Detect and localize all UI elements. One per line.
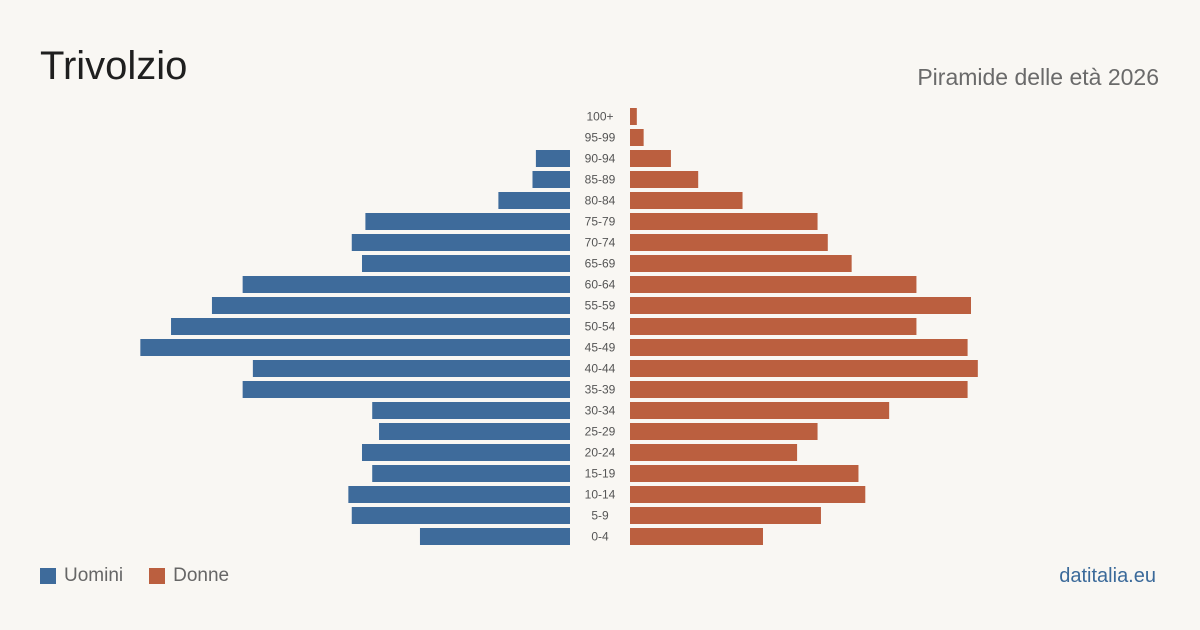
age-label-70-74: 70-74 [585, 236, 616, 250]
age-label-80-84: 80-84 [585, 194, 616, 208]
bar-men-70-74 [351, 234, 570, 251]
bar-men-55-59 [211, 297, 570, 314]
bar-men-40-44 [252, 360, 570, 377]
bar-men-65-69 [361, 255, 570, 272]
bar-men-10-14 [348, 486, 570, 503]
bar-women-5-9 [630, 507, 821, 524]
bar-women-60-64 [630, 276, 917, 293]
bar-men-20-24 [361, 444, 570, 461]
legend-item-men: Uomini [40, 565, 123, 587]
age-label-15-19: 15-19 [585, 467, 616, 481]
bar-men-15-19 [372, 465, 570, 482]
bar-men-5-9 [351, 507, 570, 524]
age-label-55-59: 55-59 [585, 299, 616, 313]
page-title: Trivolzio [40, 44, 188, 88]
source-link[interactable]: datitalia.eu [1059, 565, 1156, 587]
bar-women-10-14 [630, 486, 866, 503]
bar-women-80-84 [630, 192, 743, 209]
legend-label-women: Donne [173, 565, 230, 586]
bar-men-85-89 [532, 171, 570, 188]
bar-women-20-24 [630, 444, 798, 461]
bar-women-85-89 [630, 171, 699, 188]
bar-women-40-44 [630, 360, 978, 377]
bar-women-30-34 [630, 402, 890, 419]
bar-women-90-94 [630, 150, 671, 167]
age-label-5-9: 5-9 [591, 509, 609, 523]
bar-men-50-54 [171, 318, 570, 335]
age-label-25-29: 25-29 [585, 425, 616, 439]
age-label-20-24: 20-24 [585, 446, 616, 460]
bar-women-75-79 [630, 213, 818, 230]
legend-item-women: Donne [149, 565, 229, 587]
legend-swatch-men [40, 568, 56, 584]
bar-men-60-64 [242, 276, 570, 293]
age-label-90-94: 90-94 [585, 152, 616, 166]
chart-subtitle: Piramide delle età 2026 [917, 64, 1159, 90]
bar-men-0-4 [419, 528, 570, 545]
bar-women-0-4 [630, 528, 763, 545]
bar-women-25-29 [630, 423, 818, 440]
bar-men-35-39 [242, 381, 570, 398]
bar-women-15-19 [630, 465, 859, 482]
bar-women-55-59 [630, 297, 971, 314]
age-label-95-99: 95-99 [585, 131, 616, 145]
bar-women-45-49 [630, 339, 968, 356]
age-label-60-64: 60-64 [585, 278, 616, 292]
age-label-40-44: 40-44 [585, 362, 616, 376]
bar-women-50-54 [630, 318, 917, 335]
legend-swatch-women [149, 568, 166, 584]
bar-women-95-99 [630, 129, 644, 146]
age-label-65-69: 65-69 [585, 257, 616, 271]
bar-men-45-49 [140, 339, 570, 356]
bar-men-90-94 [535, 150, 570, 167]
bar-women-35-39 [630, 381, 968, 398]
bar-women-70-74 [630, 234, 828, 251]
age-label-35-39: 35-39 [585, 383, 616, 397]
bar-men-75-79 [365, 213, 570, 230]
chart-legend: Uomini Donne [40, 565, 255, 587]
age-label-45-49: 45-49 [585, 341, 616, 355]
age-label-30-34: 30-34 [585, 404, 616, 418]
age-label-10-14: 10-14 [585, 488, 616, 502]
bar-women-100+ [630, 108, 637, 125]
age-label-0-4: 0-4 [591, 530, 609, 544]
age-label-85-89: 85-89 [585, 173, 616, 187]
bar-women-65-69 [630, 255, 852, 272]
legend-label-men: Uomini [64, 565, 124, 586]
bar-men-80-84 [498, 192, 570, 209]
age-label-100+: 100+ [586, 110, 613, 124]
age-label-50-54: 50-54 [585, 320, 616, 334]
bar-men-25-29 [379, 423, 570, 440]
age-label-75-79: 75-79 [585, 215, 616, 229]
bar-men-30-34 [372, 402, 570, 419]
